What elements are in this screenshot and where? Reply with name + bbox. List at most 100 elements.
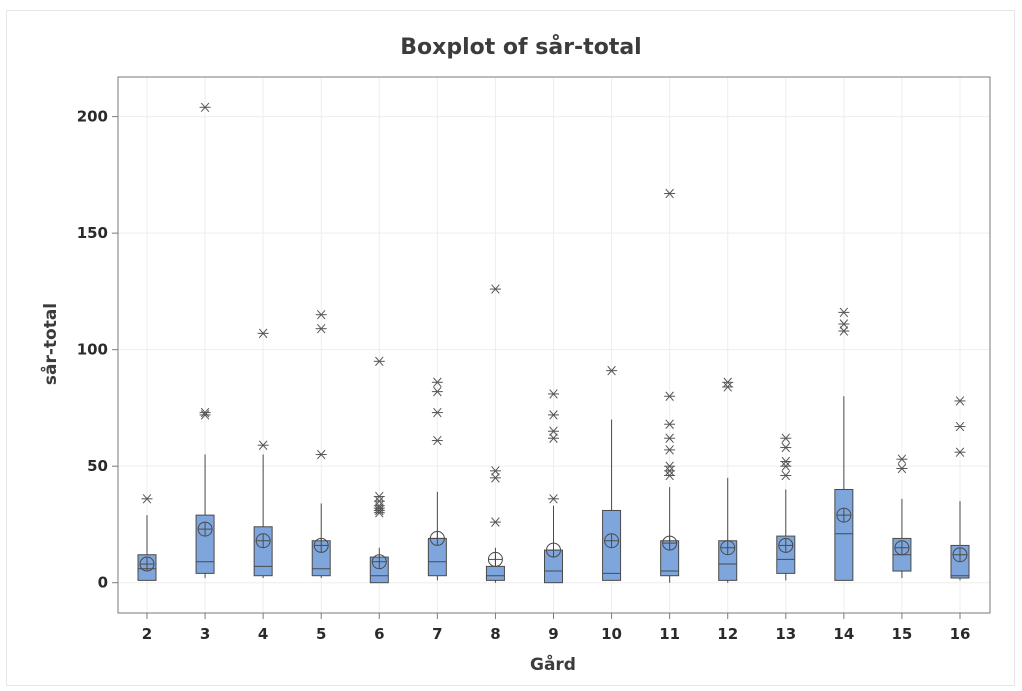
outlier-stroke — [781, 442, 791, 453]
outlier-point — [838, 307, 850, 318]
x-tick-label: 12 — [717, 625, 738, 643]
outlier-stroke — [549, 494, 558, 504]
outlier-stroke — [665, 391, 674, 401]
outlier-point — [664, 419, 676, 429]
outlier-point — [373, 508, 385, 518]
box — [834, 488, 854, 581]
x-tick-label: 13 — [775, 625, 796, 643]
outlier-point — [896, 454, 908, 464]
outlier-point — [780, 461, 792, 471]
outlier-point — [315, 323, 327, 334]
y-tick-label: 50 — [87, 457, 108, 475]
outlier-point — [722, 377, 734, 388]
outlier-point — [664, 461, 676, 471]
outlier-stroke — [781, 470, 791, 481]
x-tick-label: 4 — [258, 625, 268, 643]
outlier-point — [489, 466, 501, 476]
outlier-stroke — [549, 389, 558, 399]
box-group-5 — [311, 309, 331, 579]
outlier-point — [431, 435, 443, 446]
x-tick-label: 10 — [601, 625, 622, 643]
outlier-point — [315, 309, 327, 320]
outlier-stroke — [491, 466, 500, 476]
outlier-point — [606, 365, 618, 376]
outlier-stroke — [316, 449, 326, 460]
y-tick-label: 200 — [77, 108, 108, 126]
outlier-stroke — [316, 309, 326, 320]
box-group-3 — [195, 102, 215, 579]
outlier-point — [373, 356, 385, 367]
outlier-stroke — [665, 470, 674, 481]
outlier-stroke — [665, 188, 674, 199]
outlier-stroke — [549, 410, 558, 420]
outlier-point — [664, 470, 676, 481]
box-group-9 — [544, 389, 563, 584]
box-group-2 — [137, 494, 157, 581]
outlier-point — [431, 377, 443, 388]
outlier-stroke — [433, 435, 442, 446]
x-tick-label: 3 — [200, 625, 210, 643]
outlier-stroke — [433, 377, 442, 388]
outlier-point — [954, 421, 966, 432]
outlier-stroke — [200, 410, 210, 420]
box-group-4 — [253, 328, 273, 579]
outlier-point — [664, 445, 676, 455]
outlier-stroke — [142, 494, 152, 504]
outlier-stroke — [375, 503, 384, 513]
outlier-stroke — [375, 501, 384, 511]
outlier-stroke — [723, 377, 732, 388]
outlier-point — [838, 326, 850, 336]
chart-title: Boxplot of sår-total — [400, 34, 641, 60]
outlier-point — [257, 440, 269, 450]
outlier-stroke — [433, 386, 442, 397]
outlier-point — [431, 407, 443, 418]
y-tick-label: 100 — [77, 341, 108, 359]
outlier-stroke — [258, 328, 268, 339]
x-tick-label: 2 — [142, 625, 152, 643]
outlier-point — [315, 449, 327, 460]
outlier-point — [373, 505, 385, 516]
x-tick-label: 6 — [374, 625, 384, 643]
box-group-13 — [776, 433, 796, 581]
outlier-point — [780, 433, 792, 443]
outlier-stroke — [549, 433, 558, 443]
outlier-stroke — [839, 326, 849, 336]
box-group-15 — [892, 454, 912, 579]
x-tick-label: 11 — [659, 625, 680, 643]
outlier-stroke — [433, 407, 442, 418]
x-tick-label: 14 — [833, 625, 854, 643]
y-tick-label: 0 — [98, 574, 108, 592]
outlier-point — [548, 426, 559, 436]
outlier-stroke — [839, 307, 849, 318]
outlier-point — [780, 470, 792, 481]
outlier-stroke — [723, 382, 732, 392]
outlier-stroke — [258, 440, 268, 450]
outlier-stroke — [491, 473, 500, 483]
outlier-stroke — [955, 421, 965, 432]
outlier-point — [489, 284, 501, 294]
outlier-stroke — [665, 466, 674, 476]
box-group-16 — [950, 396, 970, 581]
y-tick-label: 150 — [77, 224, 108, 242]
outlier-point — [664, 391, 676, 401]
outlier-stroke — [491, 517, 500, 527]
outlier-stroke — [200, 407, 210, 418]
outlier-stroke — [897, 463, 907, 474]
outlier-point — [548, 433, 559, 443]
x-axis-label: Gård — [530, 653, 576, 675]
outlier-stroke — [665, 461, 674, 471]
outlier-point — [548, 494, 559, 504]
outlier-point — [780, 456, 792, 467]
x-tick-label: 16 — [950, 625, 971, 643]
outlier-stroke — [665, 445, 674, 455]
box-group-8 — [485, 284, 505, 583]
box — [253, 526, 273, 577]
box — [195, 514, 215, 574]
outlier-point — [664, 188, 676, 199]
box-group-11 — [660, 188, 680, 583]
outlier-stroke — [375, 508, 384, 518]
box-group-7 — [427, 377, 447, 581]
outlier-point — [373, 496, 385, 506]
x-axis: 2 3 4 5 6 7 8 9 10 11 12 13 14 15 16 — [142, 613, 971, 643]
